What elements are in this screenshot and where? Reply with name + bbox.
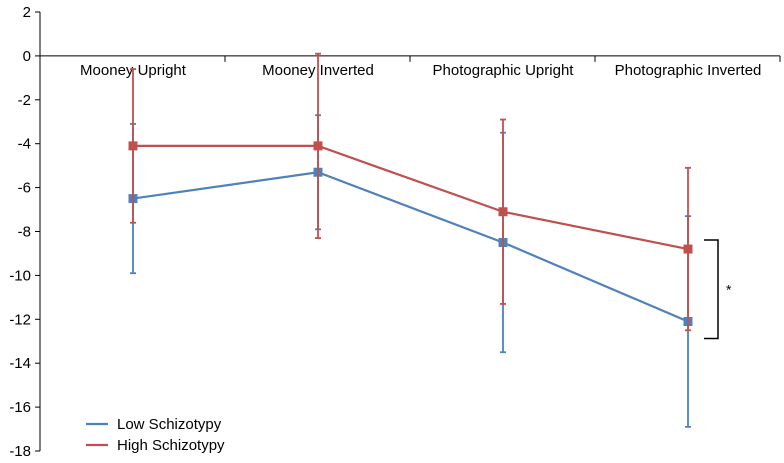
data-point — [498, 207, 508, 217]
y-tick-label: -6 — [18, 180, 31, 197]
y-tick-label: -18 — [9, 443, 31, 460]
y-tick-label: -12 — [9, 311, 31, 328]
legend-label: Low Schizotypy — [117, 416, 222, 433]
legend-label: High Schizotypy — [117, 437, 225, 454]
y-tick-label: -8 — [18, 224, 31, 241]
series-line — [133, 144, 689, 251]
data-point — [128, 141, 138, 151]
y-tick-label: 2 — [23, 4, 31, 21]
series-group — [128, 52, 693, 428]
category-label: Photographic Upright — [433, 62, 575, 79]
y-tick-label: 0 — [23, 48, 31, 65]
series-low-schizotypy — [128, 114, 693, 428]
y-tick-label: -4 — [18, 136, 31, 153]
legend-item: High Schizotypy — [86, 437, 225, 454]
axes-group: 2 0 -2 -4 -6 -8 -10 -12 -14 -16 -18 — [9, 4, 781, 460]
data-point — [313, 141, 323, 151]
category-labels-group: Mooney Upright Mooney Inverted Photographi… — [80, 62, 761, 79]
data-point — [683, 244, 693, 254]
category-label: Photographic Inverted — [615, 62, 762, 79]
series-high-schizotypy — [128, 52, 693, 332]
legend-item: Low Schizotypy — [86, 416, 222, 433]
legend: Low Schizotypy High Schizotypy — [86, 416, 225, 454]
annotation-group: * — [704, 239, 732, 340]
y-tick-label: -16 — [9, 399, 31, 416]
significance-label: * — [726, 281, 732, 297]
y-tick-label: -2 — [18, 92, 31, 109]
series-line — [132, 171, 689, 323]
significance-bracket — [704, 239, 719, 340]
y-tick-label: -14 — [9, 355, 31, 372]
y-tick-label: -10 — [9, 267, 31, 284]
